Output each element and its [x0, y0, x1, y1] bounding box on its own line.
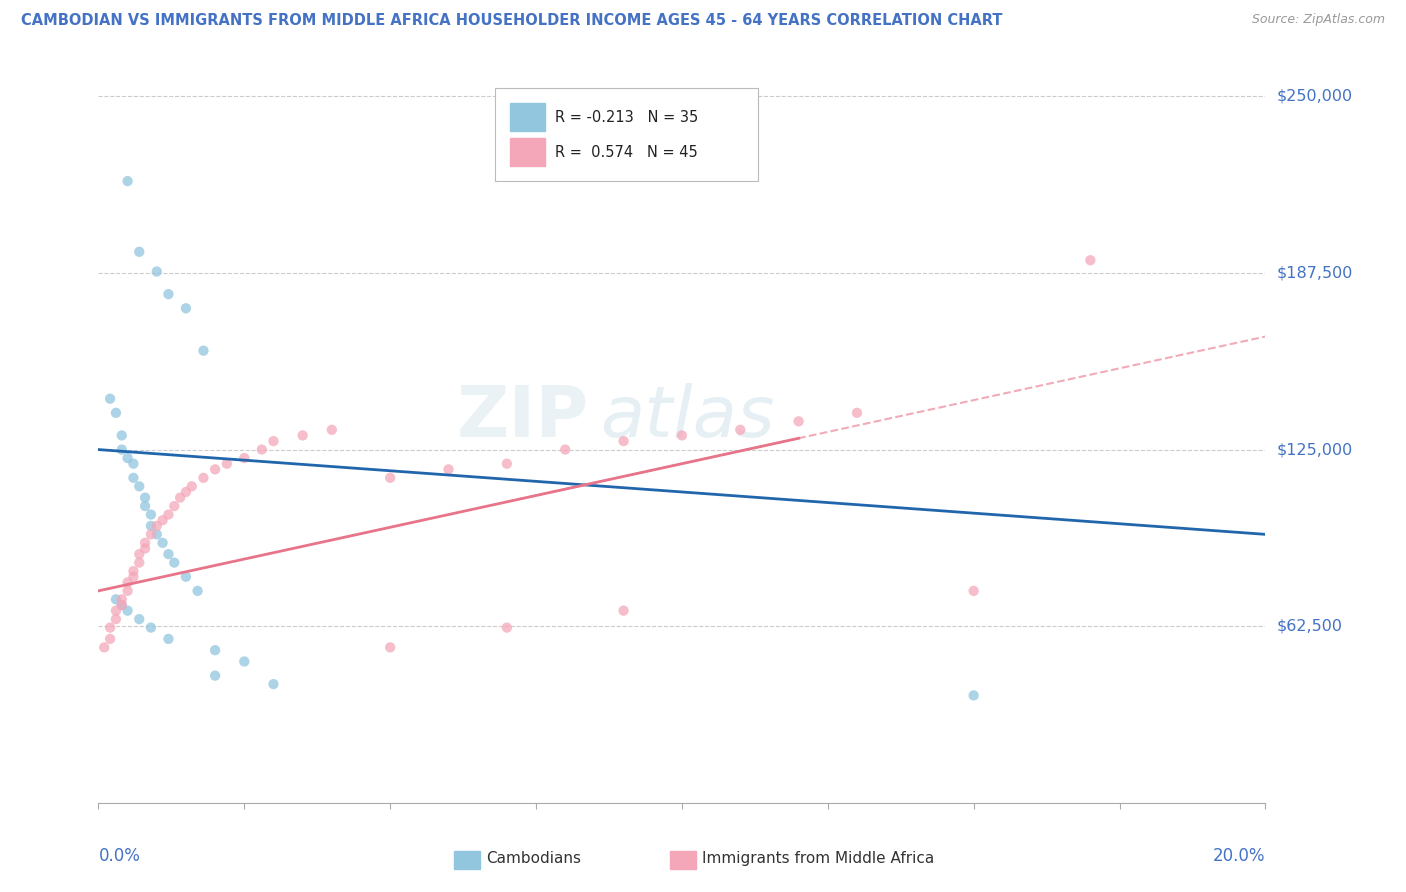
Point: [380, 471, 402, 485]
Point: [730, 423, 752, 437]
Text: atlas: atlas: [600, 384, 775, 452]
Point: [204, 668, 226, 682]
Text: $125,000: $125,000: [1277, 442, 1354, 457]
Point: [204, 643, 226, 657]
Point: [93, 640, 115, 655]
Point: [139, 621, 162, 635]
Point: [117, 583, 139, 598]
Bar: [454, 851, 479, 870]
Point: [787, 414, 810, 428]
Point: [174, 301, 197, 316]
Point: [122, 471, 145, 485]
Point: [139, 508, 162, 522]
Point: [262, 434, 284, 449]
Point: [962, 583, 984, 598]
Text: Cambodians: Cambodians: [486, 851, 581, 866]
Point: [321, 423, 343, 437]
Point: [193, 471, 215, 485]
Point: [111, 598, 134, 612]
Point: [174, 570, 197, 584]
Text: $250,000: $250,000: [1277, 89, 1353, 103]
Point: [134, 536, 156, 550]
Point: [117, 604, 139, 618]
Point: [104, 406, 127, 420]
Point: [157, 632, 180, 646]
Point: [117, 174, 139, 188]
Text: ZIP: ZIP: [457, 384, 589, 452]
Point: [437, 462, 460, 476]
Point: [146, 264, 169, 278]
Point: [193, 343, 215, 358]
Point: [152, 513, 174, 527]
Point: [139, 527, 162, 541]
Point: [122, 564, 145, 578]
Text: $62,500: $62,500: [1277, 619, 1343, 633]
Bar: [671, 851, 696, 870]
Point: [250, 442, 273, 457]
Point: [128, 556, 150, 570]
Point: [111, 598, 134, 612]
Point: [174, 485, 197, 500]
Text: CAMBODIAN VS IMMIGRANTS FROM MIDDLE AFRICA HOUSEHOLDER INCOME AGES 45 - 64 YEARS: CAMBODIAN VS IMMIGRANTS FROM MIDDLE AFRI…: [21, 13, 1002, 29]
Point: [134, 541, 156, 556]
Point: [111, 442, 134, 457]
Text: 0.0%: 0.0%: [98, 847, 141, 865]
Point: [117, 575, 139, 590]
Point: [215, 457, 238, 471]
Point: [122, 457, 145, 471]
Bar: [510, 138, 546, 166]
Text: R = -0.213   N = 35: R = -0.213 N = 35: [555, 110, 697, 125]
Bar: [510, 103, 546, 131]
Text: Source: ZipAtlas.com: Source: ZipAtlas.com: [1251, 13, 1385, 27]
Point: [157, 508, 180, 522]
Point: [233, 655, 256, 669]
Point: [496, 457, 519, 471]
Point: [117, 451, 139, 466]
Point: [146, 519, 169, 533]
Text: R =  0.574   N = 45: R = 0.574 N = 45: [555, 145, 697, 160]
Point: [496, 621, 519, 635]
Point: [128, 547, 150, 561]
Point: [169, 491, 191, 505]
Text: $187,500: $187,500: [1277, 266, 1354, 280]
Point: [139, 519, 162, 533]
Point: [163, 556, 186, 570]
Point: [134, 491, 156, 505]
Point: [111, 592, 134, 607]
Text: Immigrants from Middle Africa: Immigrants from Middle Africa: [702, 851, 934, 866]
Point: [612, 434, 634, 449]
Point: [104, 604, 127, 618]
Point: [157, 547, 180, 561]
Point: [180, 479, 202, 493]
Point: [128, 479, 150, 493]
Point: [1080, 253, 1102, 268]
Point: [671, 428, 693, 442]
Point: [104, 592, 127, 607]
Point: [204, 462, 226, 476]
Point: [134, 499, 156, 513]
Point: [152, 536, 174, 550]
Point: [554, 442, 576, 457]
Point: [846, 406, 869, 420]
Point: [157, 287, 180, 301]
Point: [128, 612, 150, 626]
Point: [291, 428, 314, 442]
Point: [146, 527, 169, 541]
Point: [104, 612, 127, 626]
Point: [187, 583, 209, 598]
Point: [962, 689, 984, 703]
Point: [163, 499, 186, 513]
Point: [98, 632, 121, 646]
Text: 20.0%: 20.0%: [1213, 847, 1265, 865]
Point: [380, 640, 402, 655]
Point: [612, 604, 634, 618]
Point: [98, 392, 121, 406]
Point: [233, 451, 256, 466]
Point: [111, 428, 134, 442]
FancyBboxPatch shape: [495, 88, 758, 181]
Point: [98, 621, 121, 635]
Point: [262, 677, 284, 691]
Point: [128, 244, 150, 259]
Point: [122, 570, 145, 584]
